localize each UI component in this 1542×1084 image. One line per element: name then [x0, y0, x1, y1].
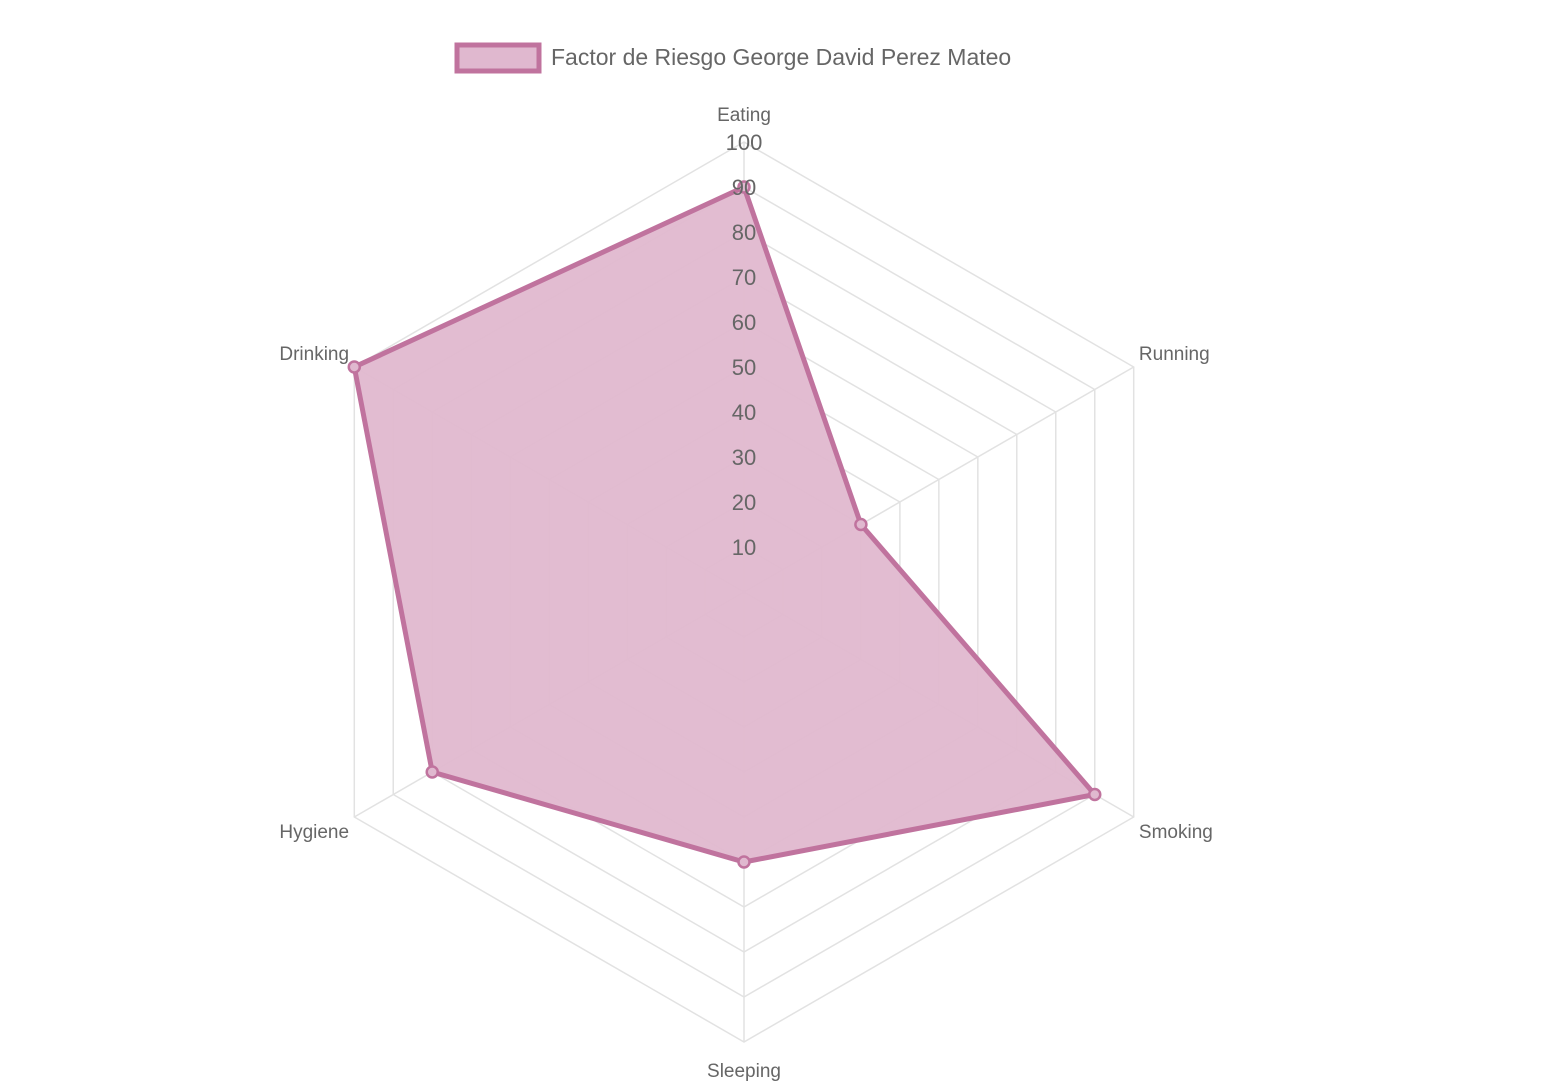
- tick-label-50: 50: [732, 355, 756, 380]
- tick-label-100: 100: [726, 130, 763, 155]
- axis-label-running: Running: [1139, 344, 1210, 365]
- data-point-drinking[interactable]: [347, 360, 362, 374]
- data-point-hygiene[interactable]: [425, 765, 439, 779]
- series-area: [351, 183, 1100, 865]
- tick-label-60: 60: [732, 310, 756, 335]
- axis-label-eating: Eating: [717, 105, 771, 126]
- axis-label-drinking: Drinking: [279, 344, 349, 365]
- tick-label-70: 70: [732, 265, 756, 290]
- data-point-running[interactable]: [854, 517, 868, 532]
- series-layer: [347, 180, 1102, 869]
- tick-labels: 10 20 30 40 50 60 70 80 90 100: [726, 130, 763, 560]
- axis-labels: Eating Running Smoking Sleeping Hygiene Drink…: [279, 105, 1212, 1082]
- axis-label-hygiene: Hygiene: [279, 822, 349, 843]
- tick-label-10: 10: [732, 535, 756, 560]
- tick-label-30: 30: [732, 445, 756, 470]
- tick-label-40: 40: [732, 400, 756, 425]
- axis-label-smoking: Smoking: [1139, 822, 1213, 843]
- tick-label-20: 20: [732, 490, 756, 515]
- legend[interactable]: Factor de Riesgo George David Perez Mate…: [454, 42, 1011, 74]
- data-point-eating[interactable]: [737, 180, 751, 194]
- data-point-smoking[interactable]: [1087, 787, 1102, 802]
- data-point-sleeping[interactable]: [737, 855, 751, 869]
- legend-label[interactable]: Factor de Riesgo George David Perez Mate…: [551, 44, 1011, 70]
- legend-swatch[interactable]: [454, 42, 542, 74]
- tick-label-80: 80: [732, 220, 756, 245]
- axis-label-sleeping: Sleeping: [707, 1061, 781, 1082]
- tick-label-90: 90: [732, 175, 756, 200]
